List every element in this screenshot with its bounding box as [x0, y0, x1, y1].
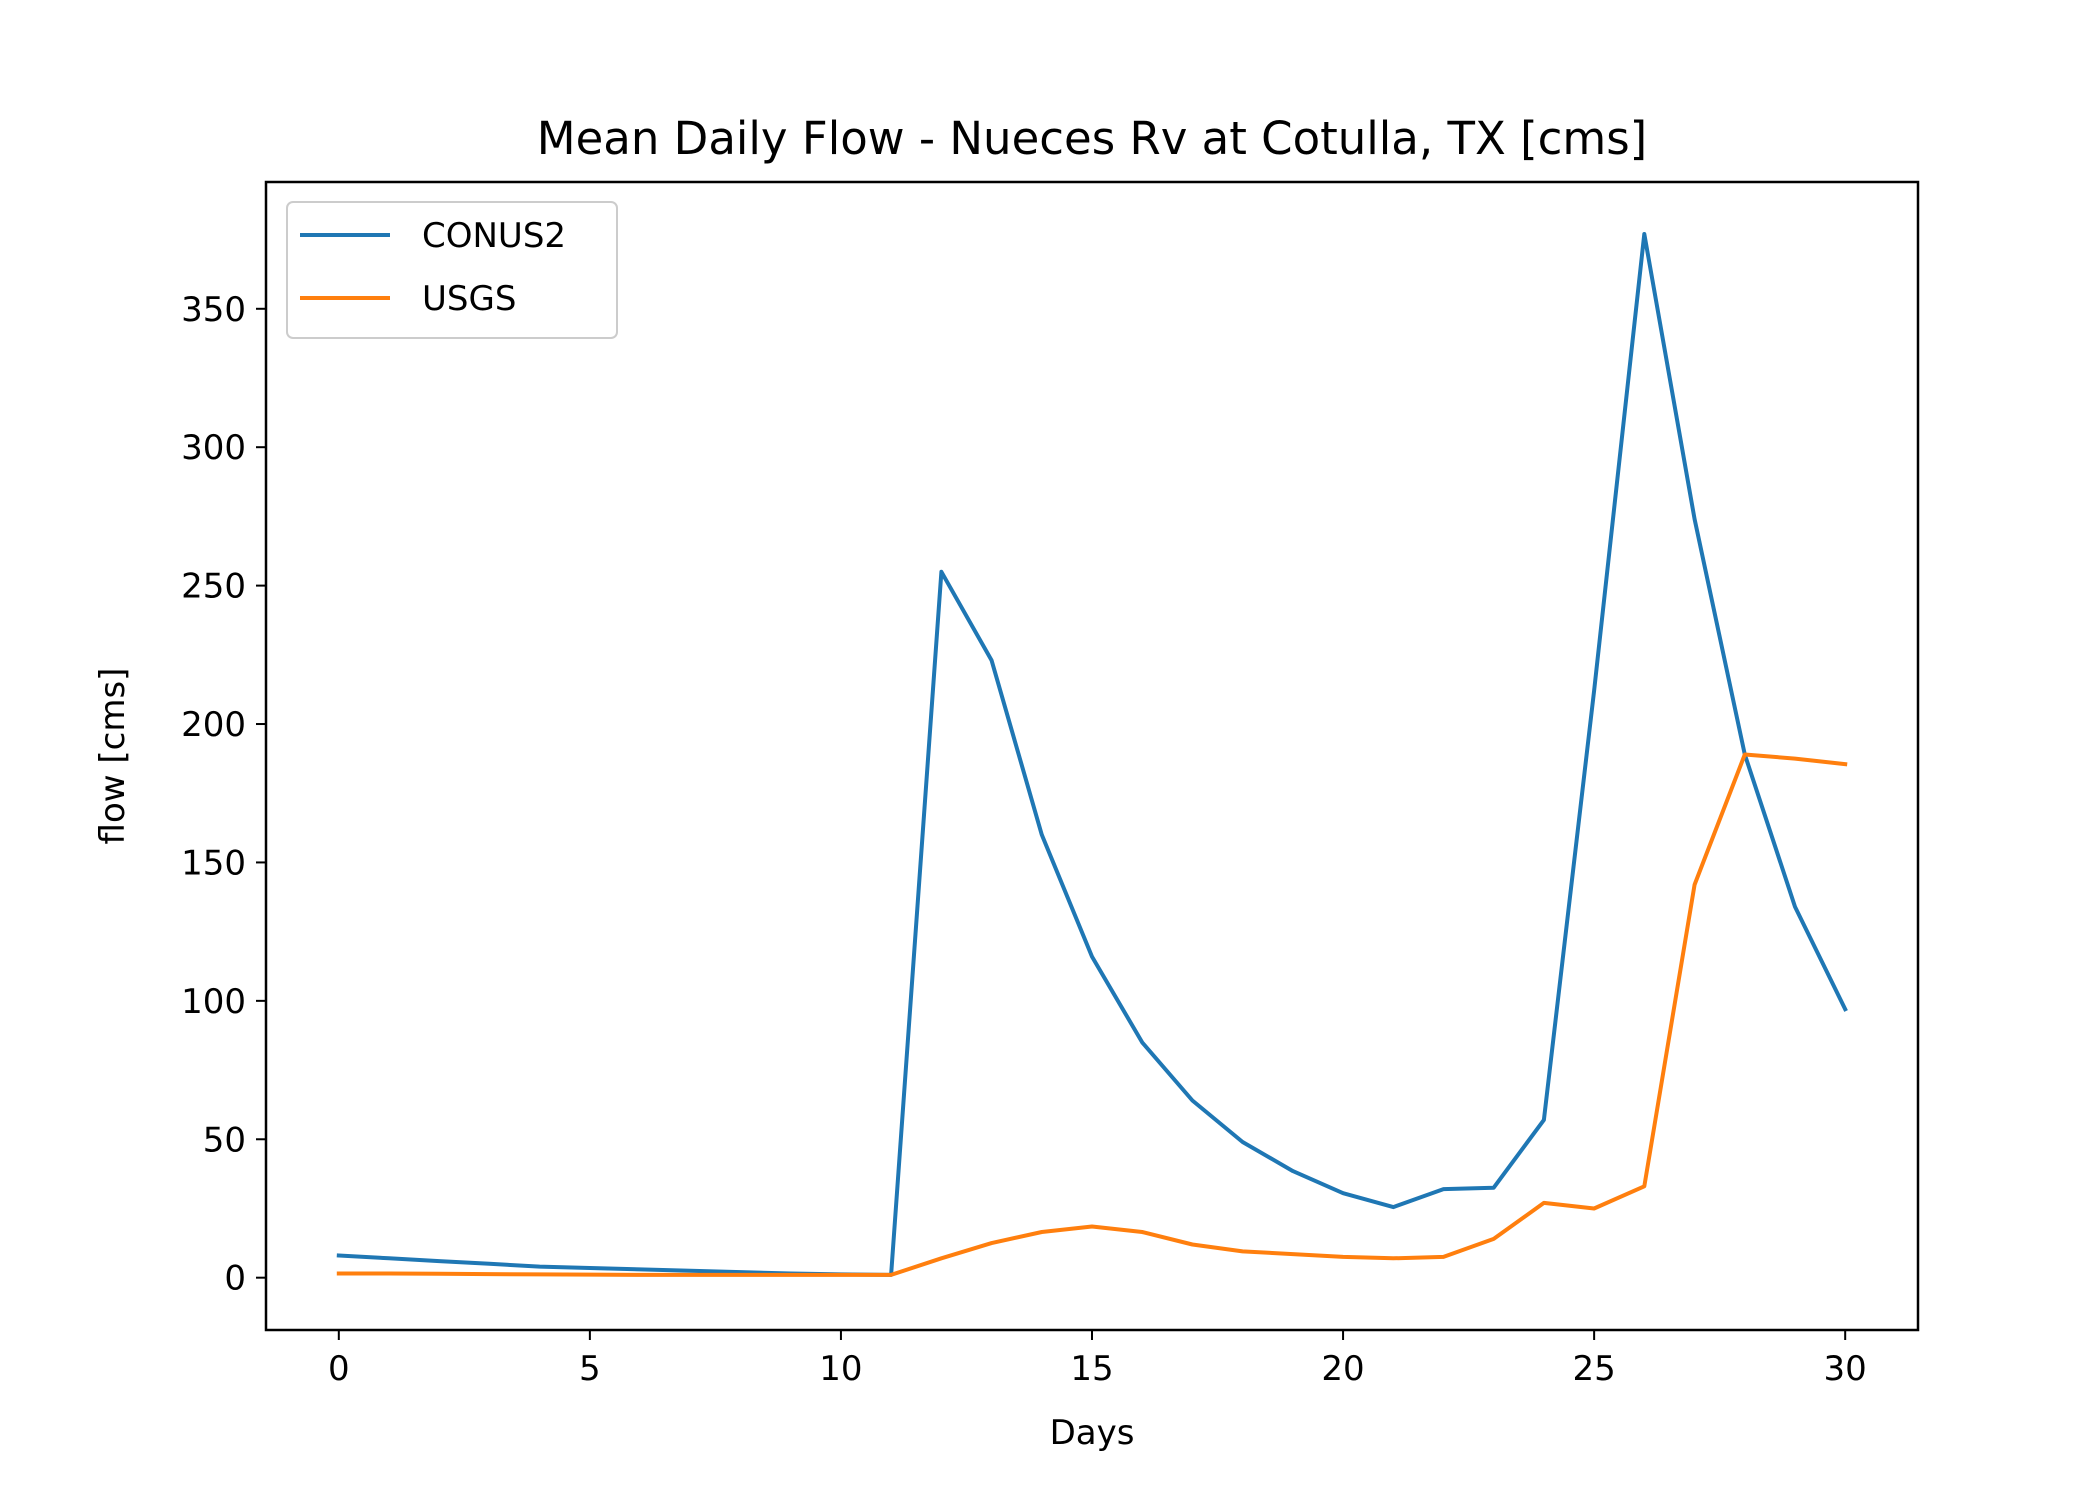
x-tick-label: 15	[1070, 1349, 1113, 1389]
y-tick-label: 350	[181, 290, 246, 330]
y-axis-label: flow [cms]	[93, 668, 133, 845]
y-tick-label: 0	[224, 1259, 246, 1299]
x-tick-label: 20	[1321, 1349, 1364, 1389]
chart-title: Mean Daily Flow - Nueces Rv at Cotulla, …	[537, 112, 1647, 165]
y-tick-label: 100	[181, 982, 246, 1022]
y-tick-label: 200	[181, 705, 246, 745]
x-tick-label: 25	[1572, 1349, 1615, 1389]
legend-label-conus2: CONUS2	[422, 216, 566, 256]
x-tick-label: 10	[819, 1349, 862, 1389]
y-tick-label: 50	[203, 1120, 246, 1160]
legend-label-usgs: USGS	[422, 279, 516, 319]
y-tick-label: 300	[181, 428, 246, 468]
legend: CONUS2 USGS	[286, 201, 618, 339]
x-tick-label: 5	[579, 1349, 601, 1389]
series-line-usgs	[336, 752, 1848, 1277]
x-tick-label: 0	[328, 1349, 350, 1389]
y-axis: 0 50 100 150 200 250 300 350	[181, 290, 266, 1299]
y-tick-label: 250	[181, 567, 246, 607]
y-tick-label: 150	[181, 843, 246, 883]
x-axis-label: Days	[1050, 1413, 1135, 1453]
x-tick-label: 30	[1824, 1349, 1867, 1389]
x-axis: 0 5 10 15 20 25 30	[328, 1330, 1867, 1389]
series-line-conus2	[336, 232, 1848, 1277]
series-layer	[336, 232, 1848, 1277]
